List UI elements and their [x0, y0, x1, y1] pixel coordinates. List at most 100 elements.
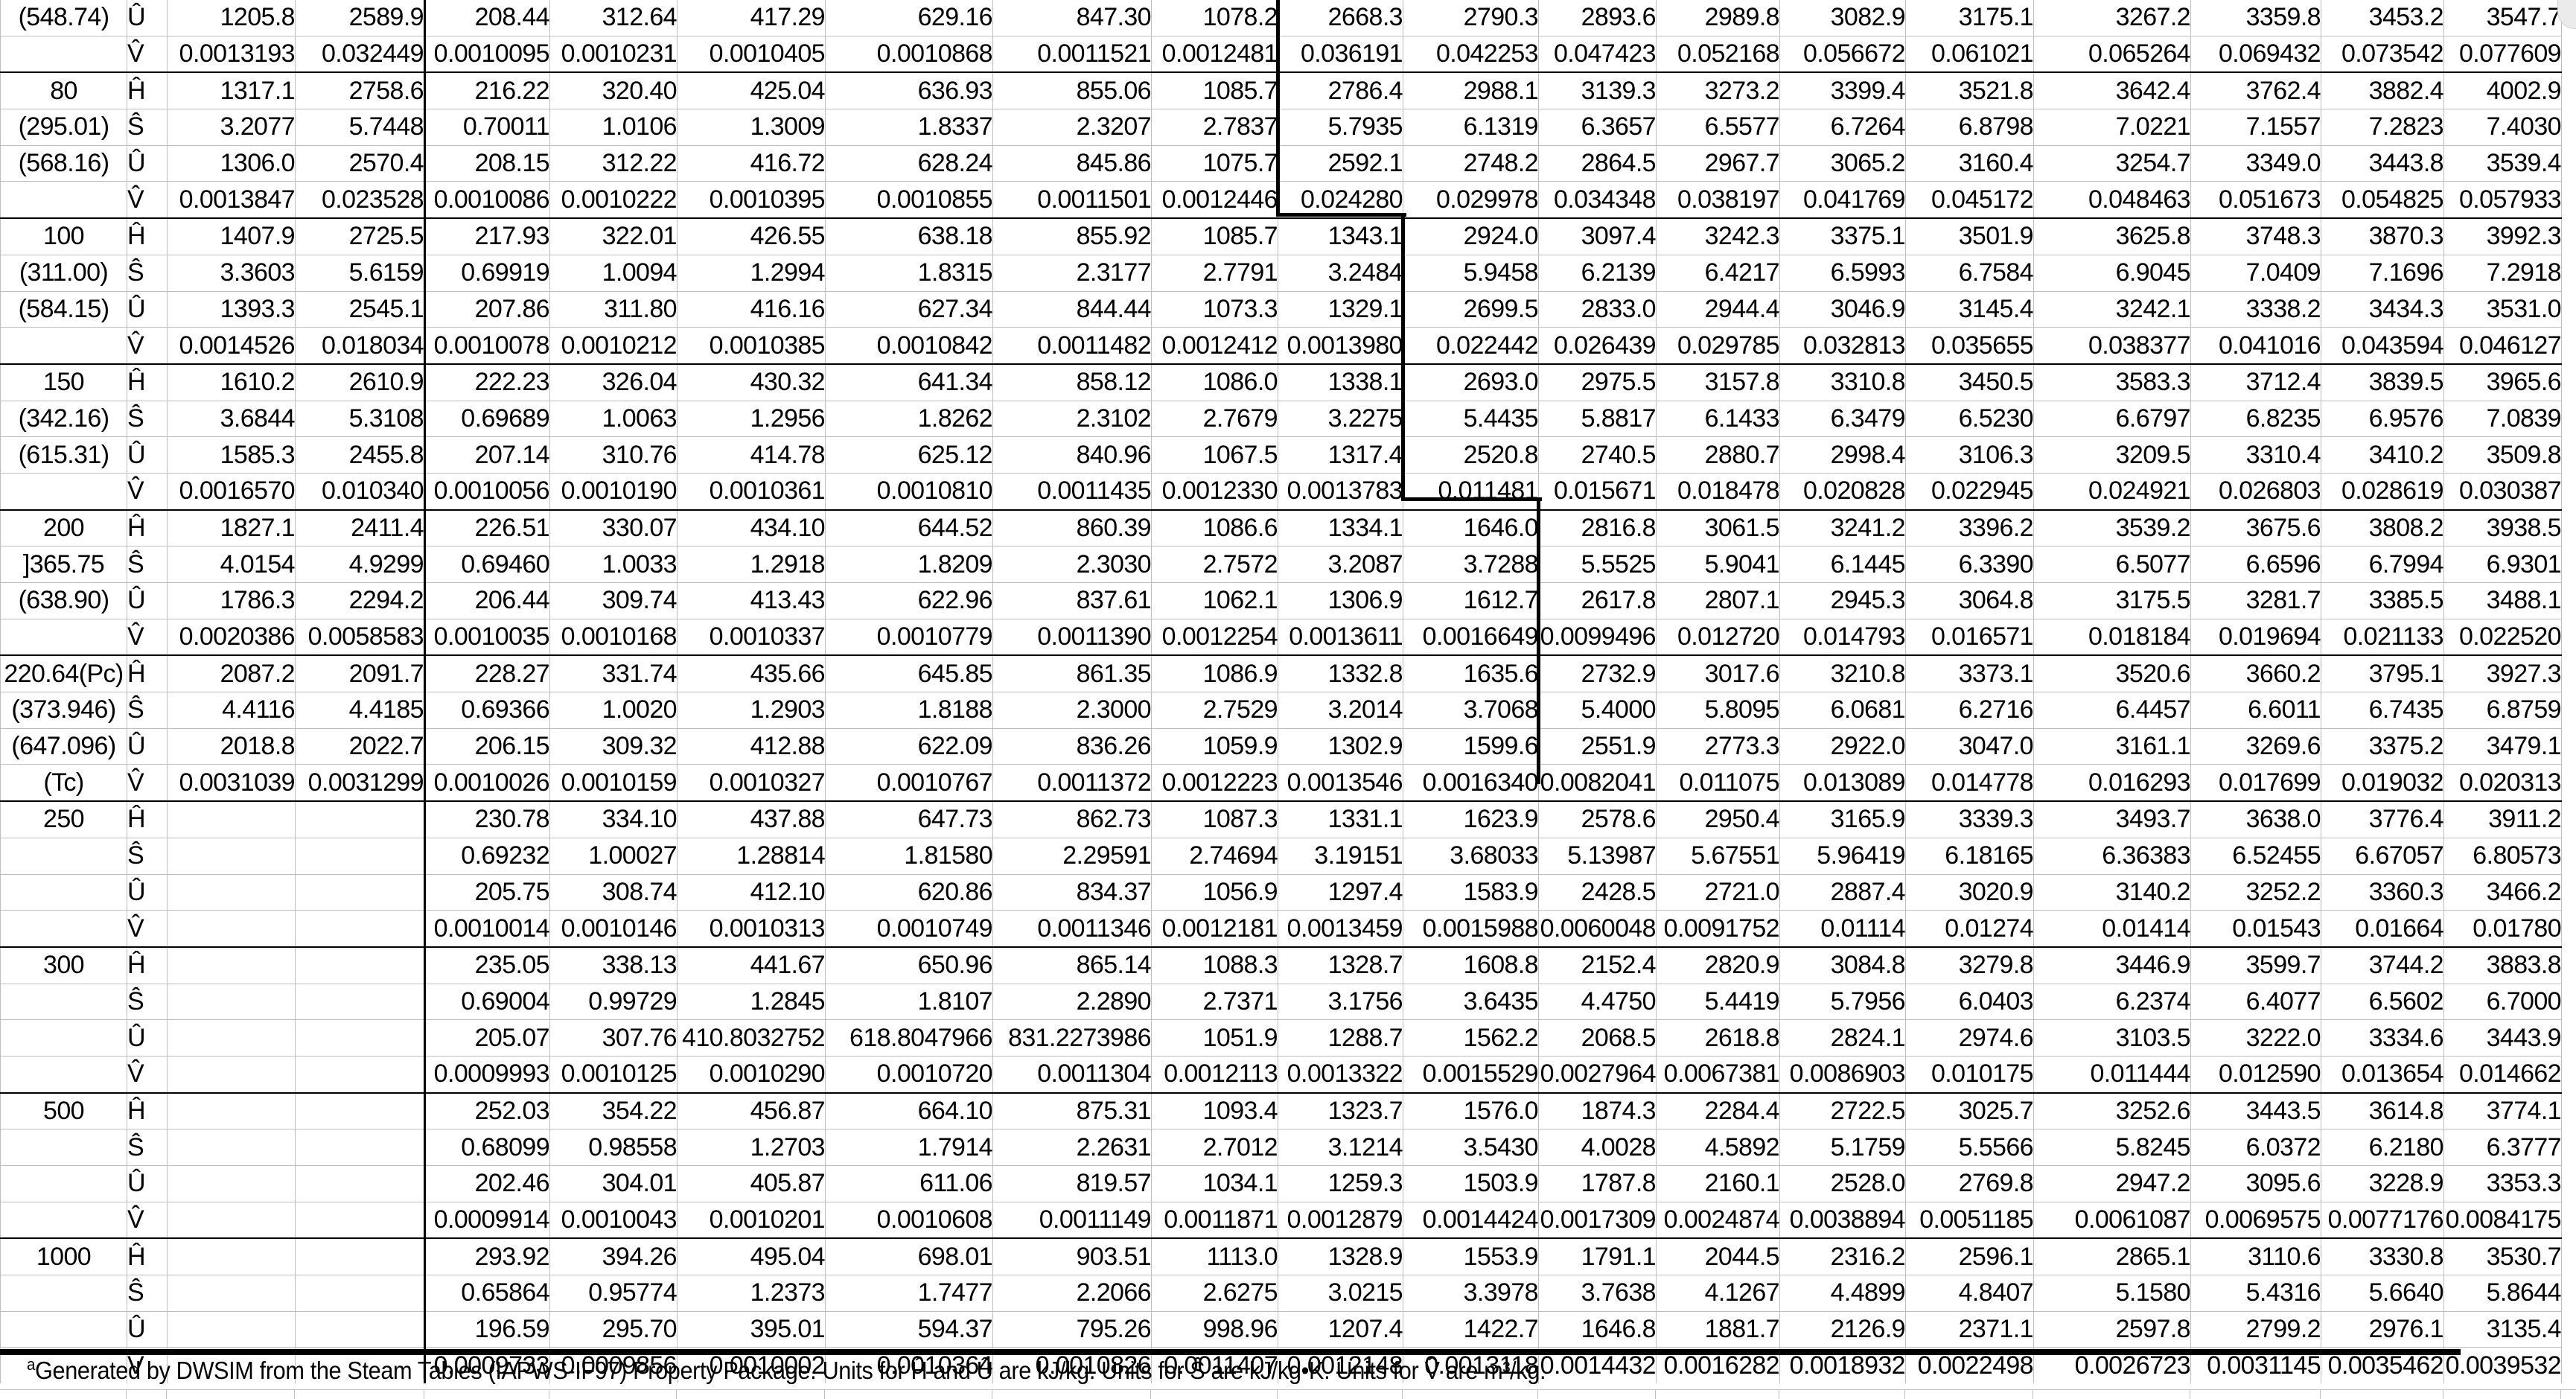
value-cell[interactable]: 620.86 [825, 874, 993, 911]
value-cell[interactable]: 0.019032 [2321, 764, 2444, 803]
value-cell[interactable]: 6.5993 [1779, 255, 1906, 292]
value-cell[interactable]: 3110.6 [2190, 1238, 2321, 1276]
value-cell[interactable]: 3774.1 [2443, 1092, 2562, 1130]
value-cell[interactable]: 0.0010231 [549, 36, 678, 74]
value-cell[interactable]: 2284.4 [1656, 1092, 1780, 1130]
property-symbol-cell[interactable]: Ĥ [127, 801, 168, 838]
value-cell[interactable]: 0.032813 [1779, 327, 1906, 365]
value-cell[interactable] [295, 1056, 426, 1094]
value-cell[interactable]: 0.0009914 [424, 1202, 550, 1240]
value-cell[interactable]: 858.12 [992, 363, 1152, 401]
value-cell[interactable]: 0.024280 [1278, 181, 1403, 220]
value-cell[interactable]: 0.0012113 [1151, 1056, 1278, 1094]
value-cell[interactable]: 1.2703 [677, 1129, 826, 1166]
value-cell[interactable]: 6.67057 [2321, 838, 2444, 875]
value-cell[interactable]: 0.073542 [2321, 36, 2444, 74]
value-cell[interactable]: 0.0010026 [424, 764, 550, 803]
value-cell[interactable]: 6.9045 [2033, 255, 2191, 292]
property-symbol-cell[interactable]: V̂ [127, 327, 168, 365]
value-cell[interactable]: 0.0010405 [677, 36, 826, 74]
value-cell[interactable] [167, 874, 296, 911]
value-cell[interactable]: 2022.7 [295, 728, 426, 765]
value-cell[interactable]: 0.0010212 [549, 327, 678, 365]
value-cell[interactable]: 0.0011346 [992, 910, 1152, 948]
value-cell[interactable]: 1086.9 [1151, 655, 1278, 693]
value-cell[interactable]: 1.8262 [825, 401, 993, 438]
value-cell[interactable]: 3046.9 [1779, 291, 1906, 328]
value-cell[interactable]: 1.00027 [549, 838, 678, 875]
value-cell[interactable]: 6.4457 [2033, 692, 2191, 729]
value-cell[interactable]: 6.6011 [2190, 692, 2321, 729]
value-cell[interactable]: 4.1267 [1656, 1275, 1780, 1312]
value-cell[interactable] [167, 1202, 296, 1240]
value-cell[interactable]: 1.2994 [677, 255, 826, 292]
value-cell[interactable]: 0.048463 [2033, 181, 2191, 220]
value-cell[interactable]: 205.07 [424, 1019, 550, 1057]
value-cell[interactable]: 0.0010855 [825, 181, 993, 220]
value-cell[interactable]: 6.2374 [2033, 984, 2191, 1021]
value-cell[interactable]: 2947.2 [2033, 1165, 2191, 1202]
value-cell[interactable]: 0.0017309 [1538, 1202, 1657, 1240]
value-cell[interactable]: 0.69366 [424, 692, 550, 729]
value-cell[interactable]: 2.74694 [1151, 838, 1278, 875]
value-cell[interactable]: 3.2087 [1278, 546, 1403, 583]
value-cell[interactable]: 3795.1 [2321, 655, 2444, 693]
value-cell[interactable]: 6.52455 [2190, 838, 2321, 875]
value-cell[interactable]: 855.92 [992, 218, 1152, 255]
value-cell[interactable]: 2950.4 [1656, 801, 1780, 838]
property-symbol-cell[interactable]: Û [127, 1165, 168, 1202]
row-label-cell[interactable]: (Tc) [0, 764, 127, 803]
value-cell[interactable]: 0.0010327 [677, 764, 826, 803]
row-label-cell[interactable]: (311.00) [0, 255, 127, 292]
value-cell[interactable]: 0.0009993 [424, 1056, 550, 1094]
value-cell[interactable]: 3.3978 [1403, 1275, 1539, 1312]
value-cell[interactable]: 2887.4 [1779, 874, 1906, 911]
value-cell[interactable]: 5.3108 [295, 401, 426, 438]
value-cell[interactable]: 3279.8 [1905, 946, 2034, 984]
property-symbol-cell[interactable]: Ŝ [127, 546, 168, 583]
value-cell[interactable]: 2087.2 [167, 655, 296, 693]
value-cell[interactable]: 0.0010313 [677, 910, 826, 948]
value-cell[interactable]: 6.0403 [1905, 984, 2034, 1021]
value-cell[interactable]: 3762.4 [2190, 72, 2321, 110]
value-cell[interactable]: 3175.5 [2033, 582, 2191, 619]
value-cell[interactable]: 3466.2 [2443, 874, 2562, 911]
value-cell[interactable]: 2.7837 [1151, 109, 1278, 146]
value-cell[interactable]: 1646.8 [1538, 1311, 1657, 1348]
value-cell[interactable]: 2799.2 [2190, 1311, 2321, 1348]
value-cell[interactable]: 622.09 [825, 728, 993, 765]
value-cell[interactable]: 1062.1 [1151, 582, 1278, 619]
value-cell[interactable]: 2820.9 [1656, 946, 1780, 984]
value-cell[interactable]: 2998.4 [1779, 436, 1906, 474]
value-cell[interactable]: 226.51 [424, 509, 550, 547]
property-symbol-cell[interactable]: Ŝ [127, 838, 168, 875]
value-cell[interactable]: 0.69232 [424, 838, 550, 875]
value-cell[interactable]: 2864.5 [1538, 145, 1657, 182]
value-cell[interactable]: 3.5430 [1403, 1129, 1539, 1166]
value-cell[interactable]: 4.4116 [167, 692, 296, 729]
property-symbol-cell[interactable]: Û [127, 1311, 168, 1348]
value-cell[interactable]: 331.74 [549, 655, 678, 693]
value-cell[interactable]: 0.69919 [424, 255, 550, 292]
value-cell[interactable]: 216.22 [424, 72, 550, 110]
value-cell[interactable]: 2520.8 [1403, 436, 1539, 474]
value-cell[interactable]: 5.7448 [295, 109, 426, 146]
value-cell[interactable]: 0.018478 [1656, 473, 1780, 511]
property-symbol-cell[interactable]: Û [127, 436, 168, 474]
value-cell[interactable]: 437.88 [677, 801, 826, 838]
value-cell[interactable]: 426.55 [677, 218, 826, 255]
value-cell[interactable]: 2976.1 [2321, 1311, 2444, 1348]
value-cell[interactable]: 0.0010078 [424, 327, 550, 365]
value-cell[interactable]: 3353.3 [2443, 1165, 2562, 1202]
value-cell[interactable]: 7.1696 [2321, 255, 2444, 292]
value-cell[interactable]: 3349.0 [2190, 145, 2321, 182]
value-cell[interactable]: 847.30 [992, 0, 1152, 36]
value-cell[interactable]: 293.92 [424, 1238, 550, 1276]
value-cell[interactable]: 0.011075 [1656, 764, 1780, 803]
value-cell[interactable]: 6.3479 [1779, 401, 1906, 438]
value-cell[interactable]: 1205.8 [167, 0, 296, 36]
value-cell[interactable]: 2091.7 [295, 655, 426, 693]
value-cell[interactable]: 1.8337 [825, 109, 993, 146]
value-cell[interactable]: 3359.8 [2190, 0, 2321, 36]
value-cell[interactable]: 0.0010842 [825, 327, 993, 365]
